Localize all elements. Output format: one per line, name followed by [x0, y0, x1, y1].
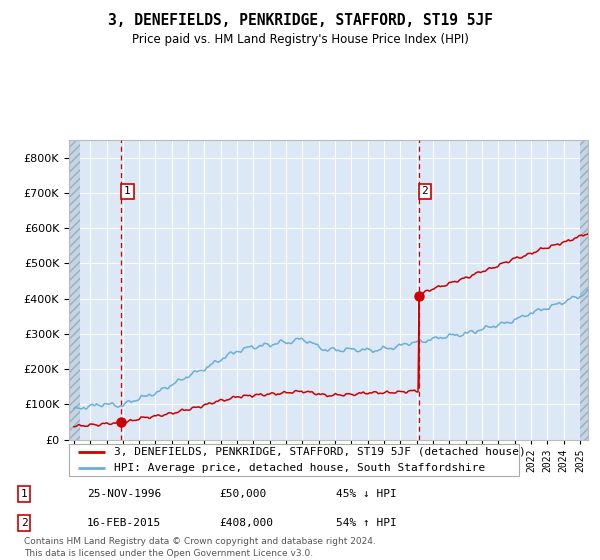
Text: £50,000: £50,000 [219, 489, 266, 499]
Text: 25-NOV-1996: 25-NOV-1996 [87, 489, 161, 499]
Bar [69, 140, 80, 440]
Text: 54% ↑ HPI: 54% ↑ HPI [336, 518, 397, 528]
Text: 3, DENEFIELDS, PENKRIDGE, STAFFORD, ST19 5JF (detached house): 3, DENEFIELDS, PENKRIDGE, STAFFORD, ST19… [114, 447, 526, 456]
Text: Contains HM Land Registry data © Crown copyright and database right 2024.
This d: Contains HM Land Registry data © Crown c… [24, 537, 376, 558]
Bar [580, 140, 588, 440]
Text: 2: 2 [20, 518, 28, 528]
Bar [69, 140, 80, 440]
Text: 1: 1 [124, 186, 131, 197]
FancyBboxPatch shape [69, 444, 519, 476]
Text: £408,000: £408,000 [219, 518, 273, 528]
Text: 3, DENEFIELDS, PENKRIDGE, STAFFORD, ST19 5JF: 3, DENEFIELDS, PENKRIDGE, STAFFORD, ST19… [107, 13, 493, 28]
Text: HPI: Average price, detached house, South Staffordshire: HPI: Average price, detached house, Sout… [114, 463, 485, 473]
Text: 1: 1 [20, 489, 28, 499]
Text: 2: 2 [422, 186, 428, 197]
Text: Price paid vs. HM Land Registry's House Price Index (HPI): Price paid vs. HM Land Registry's House … [131, 32, 469, 46]
Text: 45% ↓ HPI: 45% ↓ HPI [336, 489, 397, 499]
Text: 16-FEB-2015: 16-FEB-2015 [87, 518, 161, 528]
Bar [580, 140, 588, 440]
